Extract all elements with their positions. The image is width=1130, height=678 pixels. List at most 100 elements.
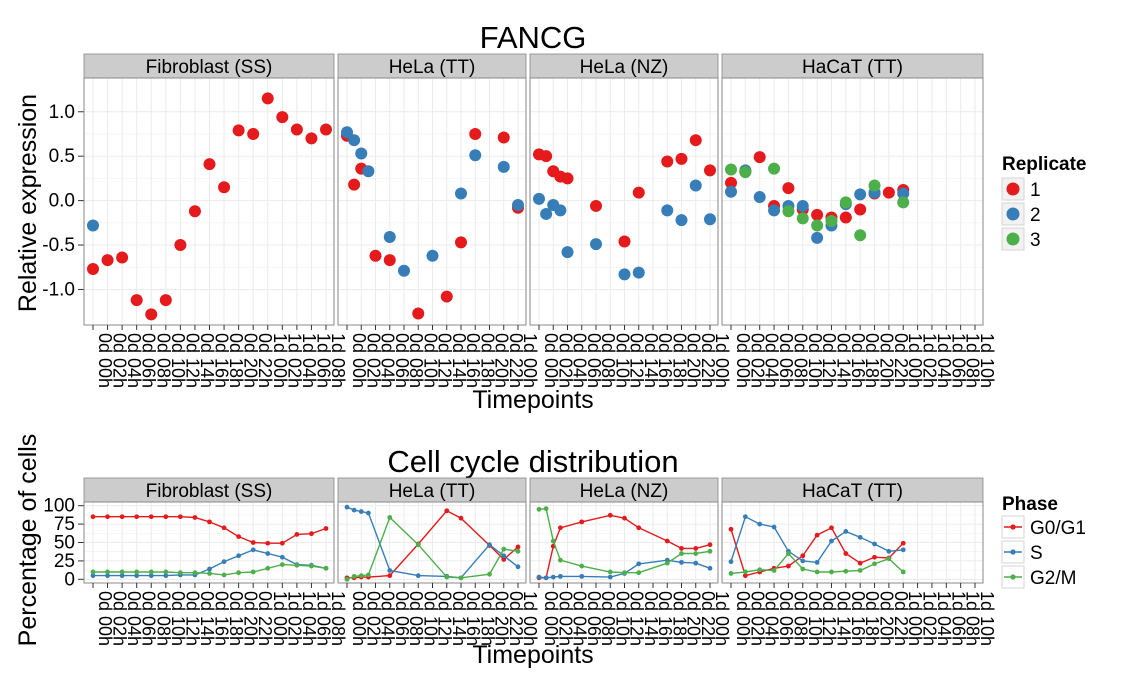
cell-cycle-point-fibroblast-ss-g2-m [221, 572, 227, 578]
cell-cycle-point-hacat-tt-g0-g1 [800, 553, 806, 559]
fancg-point-hacat-tt-3 [825, 215, 838, 228]
cell-cycle-point-hacat-tt-g2-m [843, 568, 849, 574]
cell-cycle-x-tick-label: 0d 12h [627, 591, 647, 646]
fancg-x-tick-label: 1d 04h [299, 333, 319, 388]
cell-cycle-x-tick-label: 1d 00h [712, 591, 732, 646]
fancg-point-hela-nz-1 [689, 134, 702, 147]
fancg-x-tick-label: 0d 06h [776, 333, 796, 388]
fancg-x-tick-label: 0d 12h [819, 333, 839, 388]
fancg-point-fibroblast-ss-1 [130, 294, 143, 307]
cell-cycle-x-tick-label: 0d 04h [762, 591, 782, 646]
cell-cycle-point-hacat-tt-s [800, 558, 806, 564]
fancg-point-fibroblast-ss-1 [320, 123, 332, 136]
fancg-y-tick-label: 0.5 [49, 146, 75, 167]
fancg-point-hela-nz-2 [675, 214, 688, 227]
cell-cycle-point-hacat-tt-g0-g1 [786, 563, 791, 569]
fancg-strip-label-hacat-tt: HaCaT (TT) [802, 57, 903, 78]
cell-cycle-panel-border-hacat-tt [721, 501, 984, 584]
fancg-point-hela-nz-2 [704, 213, 716, 226]
cell-cycle-point-hela-tt-g2-m [515, 548, 521, 554]
fancg-strip-label-hela-nz: HeLa (NZ) [580, 57, 669, 78]
fancg-point-hela-nz-2 [533, 192, 545, 205]
cell-cycle-x-tick-label: 0d 04h [570, 591, 590, 646]
fancg-point-hela-nz-1 [590, 199, 602, 212]
fancg-point-hela-nz-2 [632, 266, 645, 279]
fancg-point-hela-tt-1 [412, 307, 425, 320]
fancg-title: FANCG [480, 20, 587, 55]
fancg-point-hela-nz-1 [704, 164, 716, 177]
fancg-point-hela-nz-1 [661, 155, 674, 168]
cell-cycle-point-fibroblast-ss-s [105, 573, 110, 579]
fancg-x-tick-label: 0d 20h [492, 333, 512, 388]
cell-cycle-x-tick-label: 1d 08h [328, 591, 348, 646]
cell-cycle-y-tick-label: 25 [54, 551, 75, 572]
cell-cycle-point-hacat-tt-g2-m [900, 569, 906, 575]
fancg-point-hela-nz-2 [689, 179, 702, 192]
cell-cycle-x-tick-label: 0d 08h [153, 591, 173, 646]
fancg-point-hela-nz-1 [540, 150, 553, 163]
replicate-legend-title: Replicate [1002, 154, 1086, 175]
replicate-legend-swatch [1006, 232, 1020, 246]
fancg-point-hacat-tt-1 [753, 151, 766, 164]
fancg-point-hacat-tt-2 [854, 188, 867, 201]
fancg-x-tick-label: 0d 20h [241, 333, 261, 388]
fancg-x-tick-label: 0d 20h [684, 333, 704, 388]
cell-cycle-strip-hacat-tt [721, 477, 984, 503]
cell-cycle-x-tick-label: 0d 00h [541, 591, 561, 646]
cell-cycle-point-hela-tt-g2-m [351, 573, 357, 579]
cell-cycle-point-hacat-tt-s [757, 521, 763, 527]
cell-cycle-point-hacat-tt-s [742, 514, 748, 520]
cell-cycle-point-hela-tt-s [358, 509, 364, 514]
cell-cycle-point-hela-nz-g2-m [550, 538, 556, 544]
cell-cycle-point-hacat-tt-g2-m [886, 556, 892, 562]
cell-cycle-point-fibroblast-ss-s [163, 573, 169, 579]
fancg-point-fibroblast-ss-1 [232, 124, 245, 137]
fancg-point-hacat-tt-1 [782, 182, 795, 195]
fancg-point-hela-tt-2 [497, 160, 510, 173]
cell-cycle-point-hela-nz-g0-g1 [557, 525, 563, 531]
fancg-point-hacat-tt-2 [811, 231, 824, 244]
cell-cycle-x-tick-label: 0d 10h [420, 591, 440, 646]
cell-cycle-point-hacat-tt-g2-m [872, 561, 877, 567]
cell-cycle-x-tick-label: 0d 08h [598, 591, 618, 646]
fancg-x-tick-label: 0d 02h [363, 333, 383, 388]
fancg-x-tick-label: 0d 06h [392, 333, 412, 388]
fancg-point-hela-tt-2 [398, 264, 410, 277]
cell-cycle-x-tick-label: 0d 22h [891, 591, 911, 646]
cell-cycle-x-tick-label: 0d 06h [139, 591, 159, 646]
fancg-x-tick-label: 0d 22h [698, 333, 718, 388]
cell-cycle-point-hacat-tt-s [728, 559, 734, 565]
cell-cycle-x-tick-label: 0d 12h [435, 591, 455, 646]
cell-cycle-point-fibroblast-ss-s [265, 551, 271, 556]
fancg-x-tick-label: 0d 18h [862, 333, 882, 388]
cell-cycle-point-hela-nz-g0-g1 [622, 515, 627, 521]
cell-cycle-x-tick-label: 0d 18h [477, 591, 497, 646]
cell-cycle-point-hela-tt-s [365, 510, 371, 516]
fancg-point-hacat-tt-3 [796, 212, 809, 225]
fancg-x-tick-label: 0d 10h [805, 333, 825, 388]
fancg-y-tick-label: 1.0 [49, 102, 75, 123]
fancg-point-hela-nz-1 [632, 186, 645, 199]
fancg-x-tick-label: 1d 02h [284, 333, 304, 388]
cell-cycle-point-hela-tt-s [501, 553, 507, 559]
cell-cycle-point-hela-nz-s [607, 574, 613, 580]
replicate-legend-swatch [1006, 207, 1020, 221]
phase-legend-label: S [1030, 543, 1043, 564]
cell-cycle-title: Cell cycle distribution [387, 444, 678, 479]
cell-cycle-point-fibroblast-ss-s [119, 573, 125, 579]
cell-cycle-point-hela-nz-s [636, 561, 642, 567]
replicate-legend-items: 1 2 3 [1001, 177, 1041, 251]
fancg-x-tick-label: 1d 00h [712, 333, 732, 388]
fancg-point-hela-tt-2 [355, 147, 368, 160]
fancg-x-tick-label: 1d 00h [905, 333, 925, 388]
cell-cycle-point-fibroblast-ss-s [134, 573, 140, 579]
fancg-x-tick-label: 1d 00h [270, 333, 290, 388]
fancg-point-fibroblast-ss-1 [87, 263, 99, 276]
fancg-x-tick-label: 0d 10h [612, 333, 632, 388]
fancg-x-tick-label: 0d 06h [139, 333, 159, 388]
fancg-point-fibroblast-ss-1 [247, 127, 260, 140]
cell-cycle-point-fibroblast-ss-s [250, 547, 256, 553]
cell-cycle-point-fibroblast-ss-g0-g1 [207, 519, 212, 525]
cell-cycle-x-tick-label: 0d 10h [612, 591, 632, 646]
cell-cycle-point-fibroblast-ss-g0-g1 [105, 514, 110, 520]
